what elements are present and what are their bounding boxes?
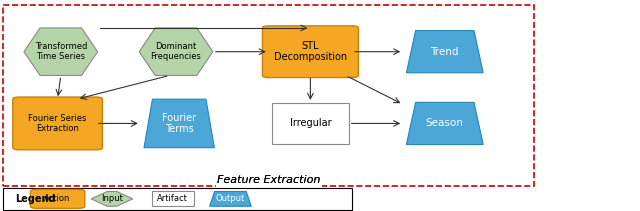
FancyBboxPatch shape: [152, 192, 193, 206]
FancyBboxPatch shape: [13, 97, 102, 150]
Text: Irregular: Irregular: [289, 118, 332, 128]
Text: Feature Extraction: Feature Extraction: [217, 175, 321, 185]
Text: Input: Input: [101, 194, 123, 203]
Text: Season: Season: [426, 118, 464, 128]
Polygon shape: [406, 102, 483, 145]
Polygon shape: [144, 99, 214, 148]
Polygon shape: [406, 31, 483, 73]
Text: Artifact: Artifact: [157, 194, 188, 203]
Polygon shape: [140, 28, 212, 76]
FancyBboxPatch shape: [3, 188, 352, 210]
Text: Fourier Series
Extraction: Fourier Series Extraction: [28, 114, 87, 133]
Text: Action: Action: [44, 194, 71, 203]
Text: Feature Extraction: Feature Extraction: [217, 175, 321, 185]
Polygon shape: [24, 28, 97, 76]
Text: Fourier
Terms: Fourier Terms: [162, 113, 196, 134]
FancyBboxPatch shape: [30, 189, 85, 208]
Text: Dominant
Frequencies: Dominant Frequencies: [150, 42, 202, 61]
FancyBboxPatch shape: [262, 26, 358, 78]
Text: STL
Decomposition: STL Decomposition: [274, 41, 347, 62]
Text: Output: Output: [216, 194, 245, 203]
Text: Trend: Trend: [431, 47, 459, 57]
FancyBboxPatch shape: [272, 103, 349, 144]
Text: Legend: Legend: [15, 194, 55, 204]
Polygon shape: [91, 192, 133, 206]
Polygon shape: [210, 192, 251, 206]
Text: Transformed
Time Series: Transformed Time Series: [35, 42, 87, 61]
